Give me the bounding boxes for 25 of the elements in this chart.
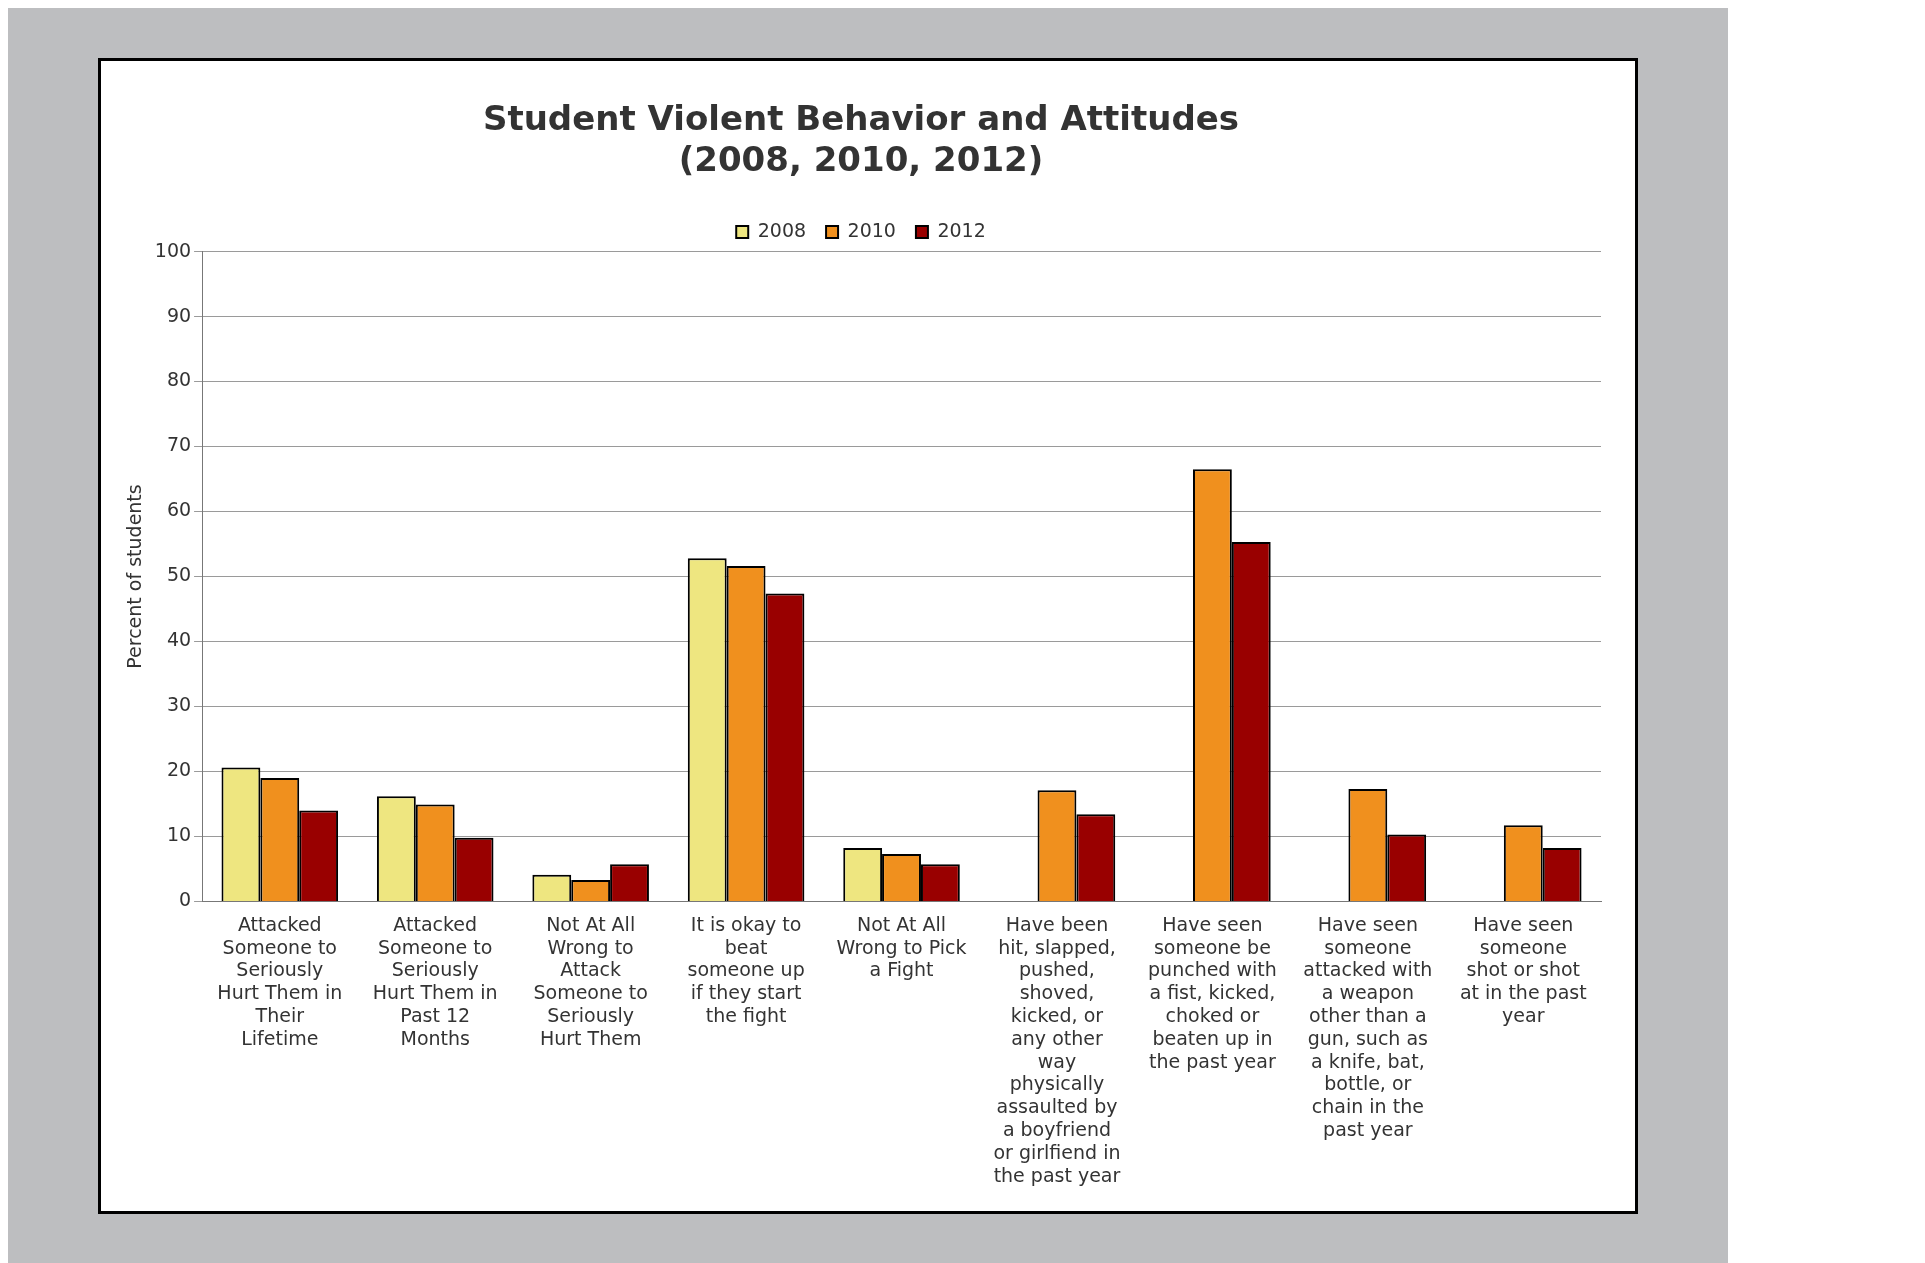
x-tick-label: Have seen someone shot or shot at in the past year [1459, 912, 1587, 1026]
legend-label: 2008 [757, 219, 807, 242]
category-label: Have been hit, slapped, pushed, shoved, kicked, or any other way physically assaulted by a boyfriend or girlfiend in the past year [993, 912, 1121, 1186]
y-tick-label: 30 [166, 693, 192, 716]
legend-label: 2010 [847, 219, 896, 242]
y-tick-label: 40 [166, 628, 192, 651]
x-tick-label: Attacked Someone to Seriously Hurt Them in Their Lifetime [217, 912, 343, 1049]
y-tick-label: 80 [166, 368, 192, 391]
chart-title: Student Violent Behavior and Attitudes (2008, 2010, 2012) [482, 98, 1240, 180]
y-tick-label: 20 [166, 758, 192, 781]
x-tick-label: Have seen someone be punched with a fist, kicked, choked or beaten up in the past year [1148, 912, 1277, 1072]
x-tick-label: Not At All Wrong to Pick a Fight [836, 912, 967, 981]
x-tick-label: Not At All Wrong to Attack Someone to Seriously Hurt Them [533, 912, 648, 1049]
y-tick-label: 100 [154, 238, 192, 261]
y-tick-label: 70 [166, 433, 192, 456]
x-tick-label: It is okay to beat someone up if they start the fight [687, 912, 805, 1026]
y-axis-title: Percent of students [123, 484, 146, 669]
legend-label: 2012 [937, 219, 986, 242]
y-tick-label: 90 [166, 303, 192, 326]
x-tick-label: Attacked Someone to Seriously Hurt Them in Past 12 Months [372, 912, 498, 1049]
y-tick-label: 0 [178, 888, 192, 911]
y-tick-label: 60 [166, 498, 192, 521]
y-tick-label: 10 [166, 823, 192, 846]
y-tick-label: 50 [166, 563, 192, 586]
category-label: Have seen someone attacked with a weapon other than a gun, such as a knife, bat, bottle, or chain in the past year [1303, 912, 1433, 1140]
